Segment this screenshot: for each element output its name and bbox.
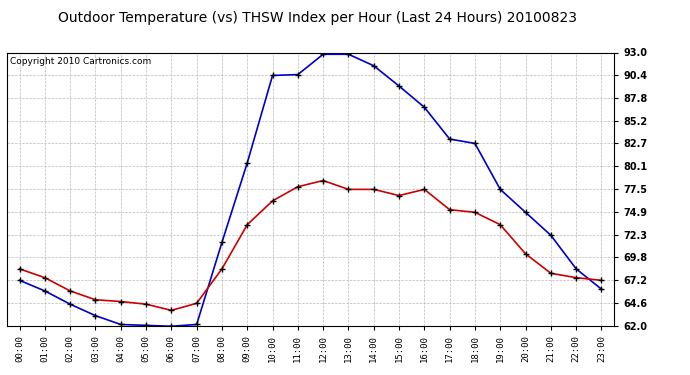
Text: Copyright 2010 Cartronics.com: Copyright 2010 Cartronics.com bbox=[10, 57, 151, 66]
Text: Outdoor Temperature (vs) THSW Index per Hour (Last 24 Hours) 20100823: Outdoor Temperature (vs) THSW Index per … bbox=[58, 11, 577, 25]
